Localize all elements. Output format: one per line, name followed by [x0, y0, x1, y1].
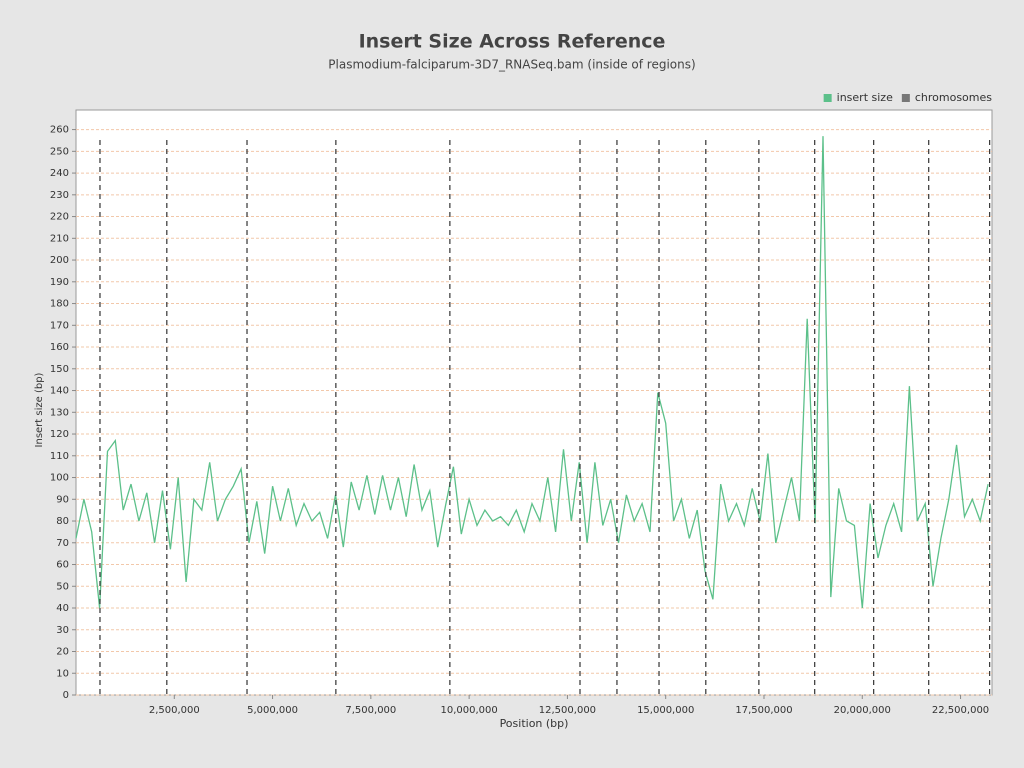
x-tick-label: 12,500,000	[539, 705, 596, 716]
x-tick-label: 17,500,000	[735, 705, 792, 716]
plot-area	[75, 109, 993, 696]
x-tick-label: 10,000,000	[441, 705, 498, 716]
y-tick-label: 40	[56, 603, 69, 614]
legend-label: chromosomes	[915, 91, 992, 104]
y-tick-label: 170	[50, 320, 69, 331]
x-tick-label: 22,500,000	[932, 705, 989, 716]
y-tick-label: 60	[56, 560, 69, 571]
y-tick-label: 130	[50, 407, 69, 418]
y-tick-label: 100	[50, 473, 69, 484]
legend-swatch	[823, 94, 832, 102]
y-tick-label: 160	[50, 342, 69, 353]
x-tick-label: 7,500,000	[345, 705, 396, 716]
y-tick-label: 20	[56, 647, 69, 658]
y-tick-label: 50	[56, 581, 69, 592]
y-tick-label: 110	[50, 451, 69, 462]
legend-label: insert size	[837, 91, 893, 104]
y-tick-label: 80	[56, 516, 69, 527]
y-tick-label: 150	[50, 364, 69, 375]
x-axis-label: Position (bp)	[500, 717, 569, 730]
y-tick-label: 0	[63, 690, 69, 701]
y-axis-label: Insert size (bp)	[34, 372, 45, 447]
x-tick-label: 15,000,000	[637, 705, 694, 716]
y-tick-label: 140	[50, 386, 69, 397]
y-tick-label: 180	[50, 299, 69, 310]
insert-size-line	[75, 136, 989, 609]
x-tick-label: 2,500,000	[149, 705, 200, 716]
y-tick-label: 220	[50, 212, 69, 223]
y-tick-label: 190	[50, 277, 69, 288]
y-tick-label: 230	[50, 190, 69, 201]
y-tick-label: 120	[50, 429, 69, 440]
y-tick-label: 250	[50, 146, 69, 157]
y-tick-label: 260	[50, 125, 69, 136]
x-tick-label: 20,000,000	[834, 705, 891, 716]
y-tick-label: 210	[50, 233, 69, 244]
y-tick-label: 240	[50, 168, 69, 179]
y-tick-label: 30	[56, 625, 69, 636]
chart-title: Insert Size Across Reference	[359, 31, 666, 53]
y-tick-label: 10	[56, 668, 69, 679]
y-tick-label: 200	[50, 255, 69, 266]
y-tick-label: 90	[56, 494, 69, 505]
legend-swatch	[901, 94, 910, 102]
y-tick-label: 70	[56, 538, 69, 549]
x-tick-label: 5,000,000	[247, 705, 298, 716]
chart-subtitle: Plasmodium-falciparum-3D7_RNASeq.bam (in…	[328, 58, 695, 72]
